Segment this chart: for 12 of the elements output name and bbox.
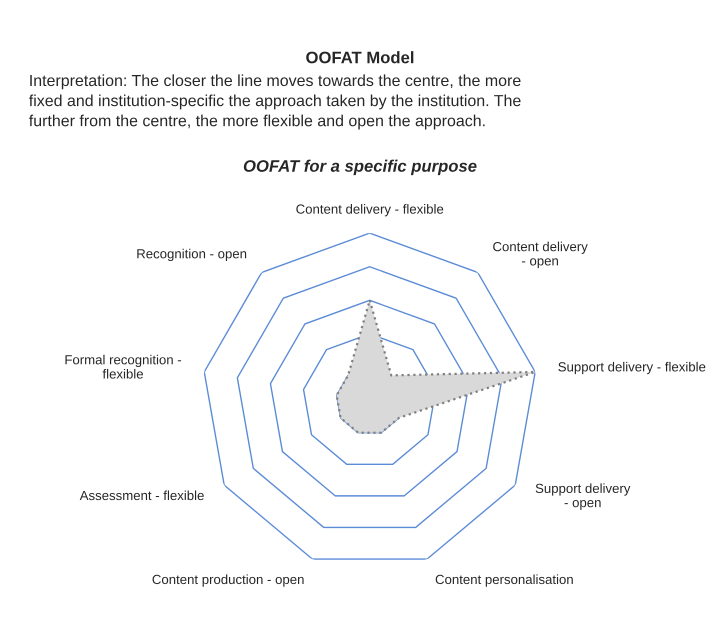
- spoke-label: Formal recognition - flexible: [65, 354, 182, 379]
- spoke-label: Content delivery - flexible: [296, 204, 444, 216]
- spoke-label: Content production - open: [152, 574, 304, 587]
- chart-subtitle: Interpretation: The closer the line moves towards the centre, the more fixed and institution-specific the approach taken by the institution. The further from the centre, the more flexible and open the approach.: [29, 74, 521, 130]
- spoke-label: Assessment - flexible: [80, 490, 204, 500]
- spoke-label: Content delivery - open: [493, 242, 588, 268]
- chart-title: OOFAT Model: [306, 51, 414, 64]
- spoke-label: Support delivery - open: [536, 483, 630, 510]
- spoke-label: Recognition - open: [137, 248, 246, 262]
- spoke-label: Support delivery - flexible: [558, 362, 706, 374]
- text: OOFAT for a specific purpose: [244, 160, 477, 176]
- spoke-label: Content personalisation: [436, 574, 573, 587]
